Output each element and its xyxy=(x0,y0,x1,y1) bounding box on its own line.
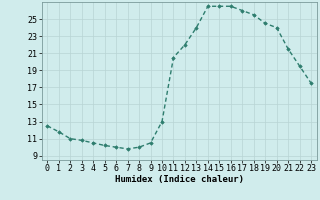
X-axis label: Humidex (Indice chaleur): Humidex (Indice chaleur) xyxy=(115,175,244,184)
